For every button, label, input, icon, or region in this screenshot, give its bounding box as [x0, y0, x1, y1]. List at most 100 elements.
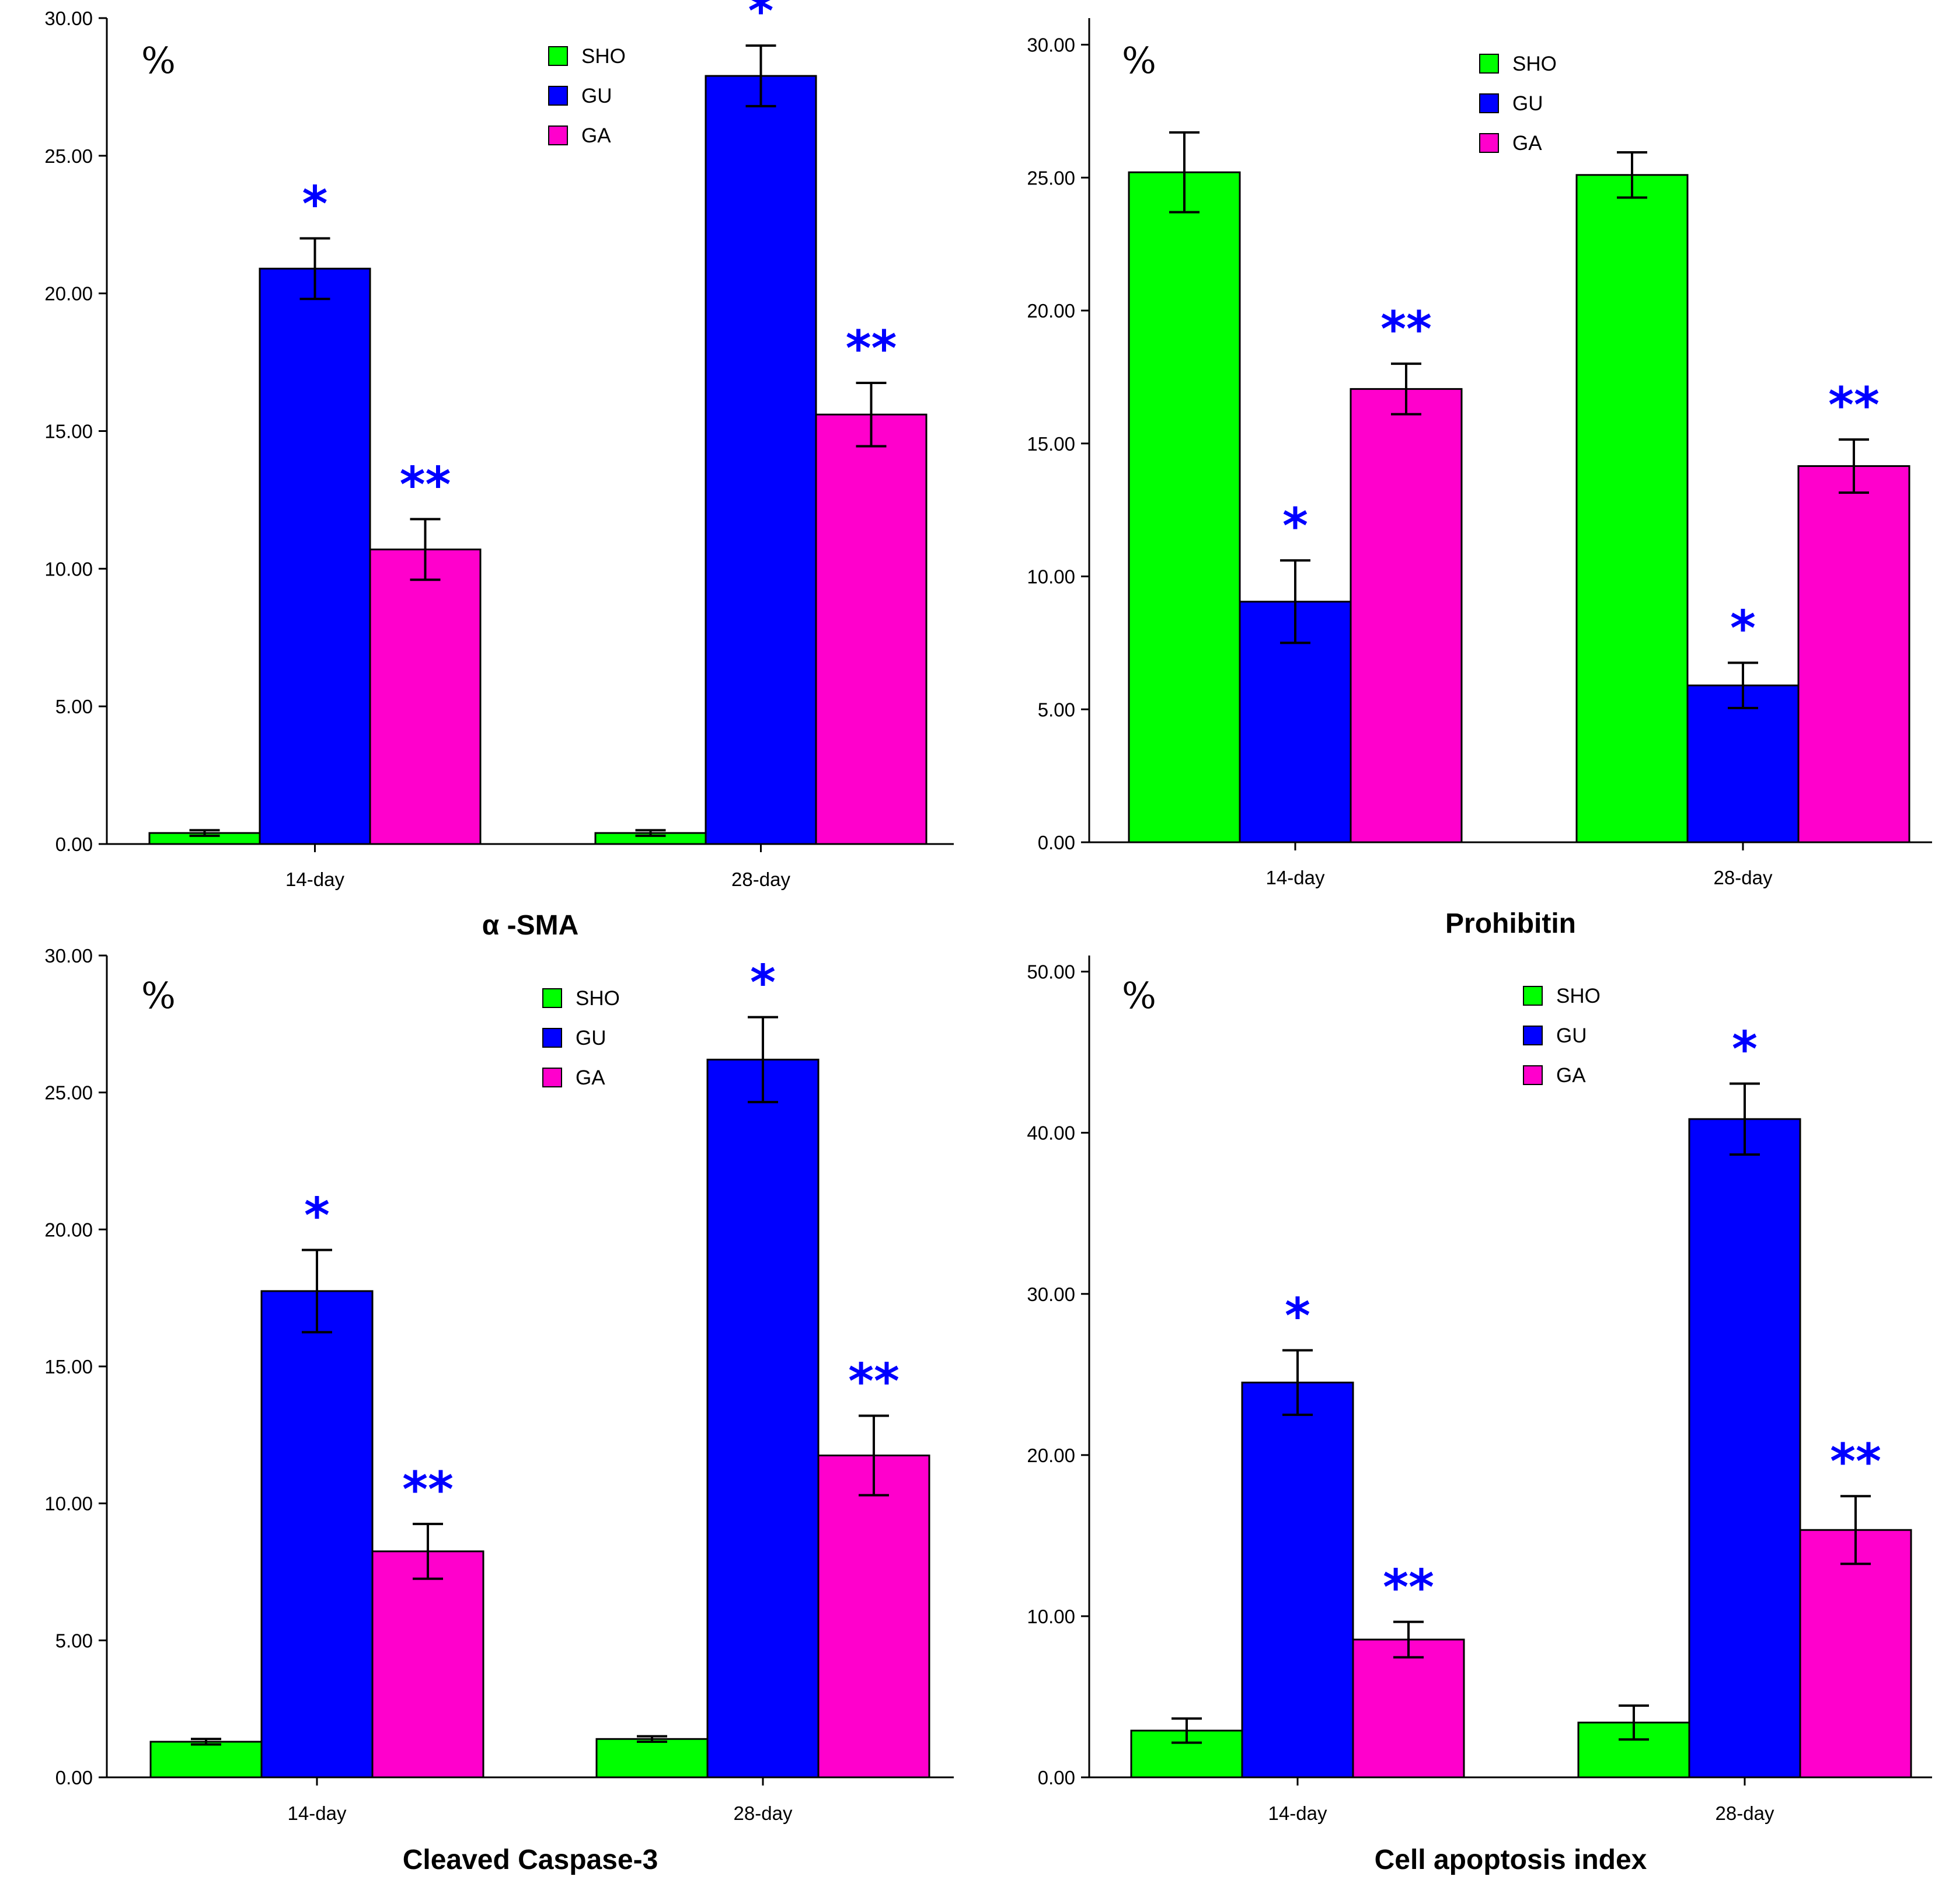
x-tick-label: 14-day [288, 1802, 347, 1824]
bar-gu-14-day [260, 1290, 374, 1779]
legend-swatch-gu [1523, 1026, 1543, 1045]
legend-label: SHO [581, 45, 626, 68]
x-tick-label: 14-day [285, 869, 344, 890]
bar-sho-28-day [595, 1738, 709, 1779]
legend-label: SHO [576, 987, 620, 1010]
y-tick-label: 25.00 [44, 145, 93, 167]
bar-ga-28-day [1797, 465, 1910, 843]
significance-mark: ** [1830, 1433, 1881, 1490]
chart-title: Cell apoptosis index [1375, 1844, 1647, 1875]
legend-label: GU [1512, 92, 1543, 115]
significance-mark: ** [848, 1352, 899, 1410]
bar-ga-14-day [371, 1550, 484, 1779]
y-tick-label: 15.00 [44, 421, 93, 442]
y-tick-label: 10.00 [1027, 1606, 1075, 1627]
legend-swatch-gu [1479, 93, 1499, 113]
x-tick-label: 28-day [734, 1802, 793, 1824]
y-tick-label: 5.00 [55, 696, 93, 717]
legend-label: GA [581, 124, 611, 147]
y-tick-label: 5.00 [1038, 699, 1075, 720]
y-tick-label: 20.00 [44, 1219, 93, 1240]
bar-sho-28-day [1575, 174, 1689, 843]
significance-mark: * [1285, 1287, 1310, 1344]
significance-mark: * [1730, 600, 1756, 657]
y-tick-label: 0.00 [55, 1767, 93, 1788]
x-tick-label: 14-day [1268, 1802, 1327, 1824]
bar-ga-28-day [817, 1455, 930, 1779]
x-tick-label: 28-day [1714, 867, 1773, 888]
significance-mark: ** [402, 1461, 454, 1518]
legend-label: GU [576, 1027, 606, 1049]
bar-ga-28-day [815, 413, 928, 845]
legend-label: SHO [1556, 985, 1601, 1007]
chart-title: Cleaved Caspase-3 [403, 1844, 658, 1875]
y-tick-label: 10.00 [44, 558, 93, 580]
legend-swatch-gu [548, 86, 568, 106]
significance-mark: * [302, 175, 328, 232]
significance-mark: * [748, 0, 774, 40]
y-tick-label: 15.00 [1027, 433, 1075, 455]
y-tick-label: 10.00 [44, 1493, 93, 1515]
y-tick-label: 25.00 [1027, 167, 1075, 189]
significance-mark: ** [400, 456, 451, 513]
legend-swatch-sho [1479, 54, 1499, 74]
chart-panel-1: 0.005.0010.0015.0020.0025.0030.00***14-d… [44, 0, 954, 941]
y-tick-label: 0.00 [1038, 1767, 1075, 1788]
legend-label: SHO [1512, 53, 1557, 75]
chart-panel-2: 0.005.0010.0015.0020.0025.0030.00***14-d… [1027, 18, 1932, 939]
legend-swatch-ga [1523, 1065, 1543, 1085]
bar-ga-14-day [1350, 388, 1463, 843]
bar-ga-14-day [1352, 1638, 1465, 1779]
significance-mark: * [304, 1187, 330, 1244]
x-tick-label: 14-day [1266, 867, 1325, 888]
legend-label: GA [1512, 132, 1542, 155]
y-tick-label: 25.00 [44, 1082, 93, 1104]
legend-swatch-ga [1479, 133, 1499, 153]
chart-panel-4: 0.0010.0020.0030.0040.0050.00***14-day**… [1027, 956, 1932, 1875]
significance-mark: ** [1380, 301, 1432, 358]
y-tick-label: 5.00 [55, 1630, 93, 1651]
significance-mark: ** [846, 320, 897, 377]
unit-label: % [141, 974, 176, 1017]
y-tick-label: 20.00 [1027, 1445, 1075, 1466]
bar-gu-28-day [705, 75, 817, 845]
legend-swatch-gu [542, 1028, 562, 1048]
bar-ga-28-day [1799, 1529, 1912, 1779]
legend-label: GU [1556, 1024, 1587, 1047]
bar-sho-14-day [1128, 171, 1241, 843]
x-tick-label: 28-day [1716, 1802, 1774, 1824]
legend-swatch-sho [548, 46, 568, 66]
y-tick-label: 0.00 [55, 834, 93, 855]
y-tick-label: 30.00 [1027, 1284, 1075, 1305]
legend-label: GA [576, 1066, 605, 1089]
legend-swatch-sho [542, 988, 562, 1008]
unit-label: % [1122, 974, 1156, 1017]
legend-label: GU [581, 85, 612, 107]
bar-sho-14-day [149, 1741, 263, 1779]
bar-gu-14-day [259, 267, 371, 845]
y-tick-label: 20.00 [44, 283, 93, 305]
y-tick-label: 40.00 [1027, 1122, 1075, 1144]
y-tick-label: 0.00 [1038, 832, 1075, 853]
significance-mark: ** [1828, 376, 1880, 434]
bar-ga-14-day [369, 548, 482, 845]
unit-label: % [141, 39, 176, 82]
y-tick-label: 30.00 [44, 8, 93, 29]
legend-swatch-ga [542, 1068, 562, 1087]
y-tick-label: 30.00 [1027, 34, 1075, 56]
significance-mark: * [1732, 1020, 1758, 1077]
y-tick-label: 30.00 [44, 945, 93, 967]
legend-swatch-ga [548, 125, 568, 145]
bar-gu-14-day [1241, 1382, 1354, 1779]
significance-mark: * [750, 954, 776, 1012]
y-tick-label: 20.00 [1027, 300, 1075, 322]
y-tick-label: 15.00 [44, 1356, 93, 1378]
y-tick-label: 50.00 [1027, 961, 1075, 983]
chart-panel-3: 0.005.0010.0015.0020.0025.0030.00***14-d… [44, 945, 954, 1875]
legend-swatch-sho [1523, 986, 1543, 1006]
x-tick-label: 28-day [731, 869, 790, 890]
significance-mark: * [1282, 497, 1308, 555]
bar-gu-28-day [706, 1058, 820, 1779]
y-tick-label: 10.00 [1027, 566, 1075, 588]
